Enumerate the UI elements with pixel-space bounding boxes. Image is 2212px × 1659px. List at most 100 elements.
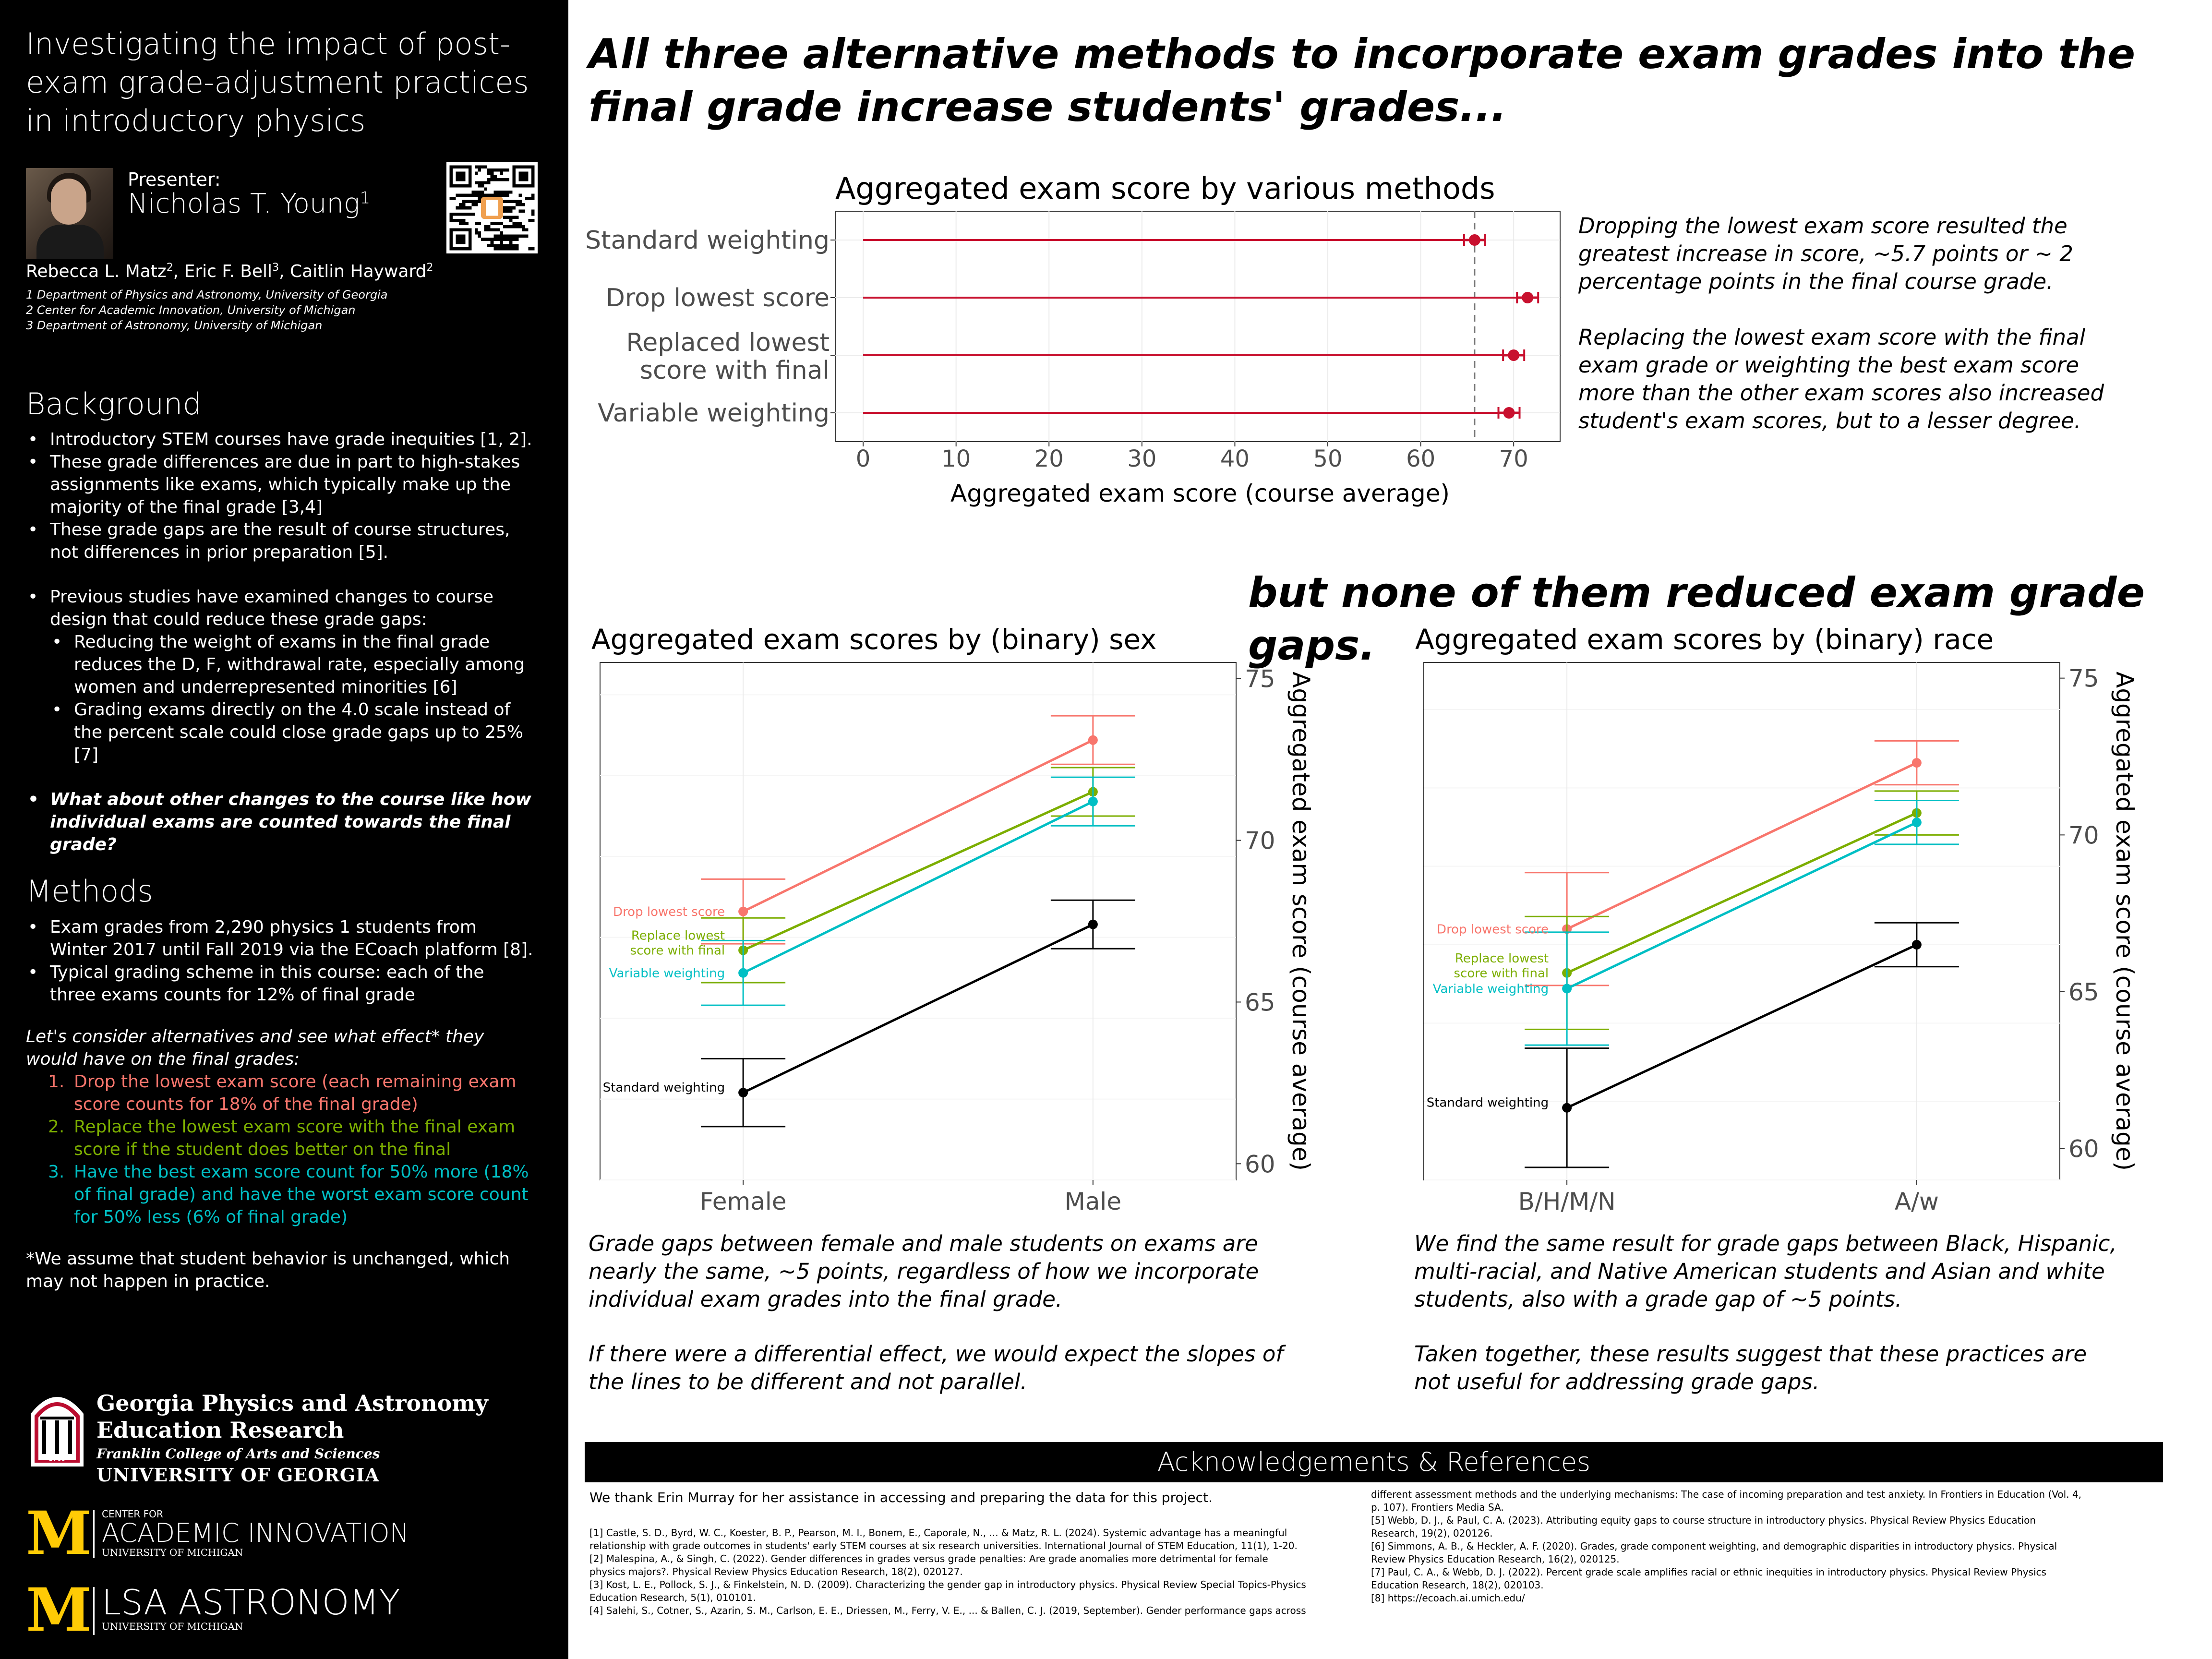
y-tick-label: Standard weighting (586, 226, 830, 255)
y-tick-label: Replaced lowest score with final (626, 328, 830, 385)
sex-line-chart: Aggregated exam scores by (binary) sex 6… (591, 623, 1315, 1215)
series-line (1566, 761, 1917, 930)
list-item: Introductory STEM courses have grade ine… (26, 428, 535, 451)
list-subitem: Reducing the weight of exams in the fina… (26, 631, 535, 698)
y-tick-label: 70 (1245, 827, 1275, 855)
y-tick-label: 65 (1245, 988, 1275, 1016)
series-line (743, 739, 1094, 913)
author-list: Rebecca L. Matz2, Eric F. Bell3, Caitlin… (26, 262, 433, 281)
alternative-2: 2. Replace the lowest exam score with the… (48, 1117, 516, 1159)
headline-mid: but none of them reduced exam grade gaps… (1248, 569, 2145, 670)
references-right: different assessment methods and the und… (1371, 1488, 2158, 1605)
series-label: Variable weighting (609, 966, 725, 981)
reference-line: [8] https://ecoach.ai.umich.edu/ (1371, 1592, 1525, 1604)
methods-list: Exam grades from 2,290 physics 1 student… (26, 916, 535, 1293)
thanks-text: We thank Erin Murray for her assistance … (589, 1490, 1213, 1505)
acknowledgements-heading: Acknowledgements & References (585, 1442, 2163, 1482)
data-point (738, 1088, 748, 1098)
reference-line: [2] Malespina, A., & Singh, C. (2022). G… (589, 1553, 1268, 1564)
presenter-name: Nicholas T. Young1 (128, 188, 371, 219)
x-tick-label: 40 (1220, 445, 1250, 472)
research-question: What about other changes to the course l… (26, 788, 535, 856)
list-item: These grade gaps are the result of cours… (26, 518, 535, 564)
series-line (743, 800, 1094, 974)
data-point (1911, 940, 1922, 950)
x-tick-label: A/w (1895, 1188, 1939, 1215)
methods-heading: Methods (26, 874, 153, 909)
poster-title: Investigating the impact of post-exam gr… (26, 26, 529, 138)
background-list: Introductory STEM courses have grade ine… (26, 428, 535, 856)
series-line (743, 923, 1094, 1094)
series-label: score with final (1454, 966, 1549, 981)
data-point (1088, 796, 1098, 806)
chart-title: Aggregated exam scores by (binary) race (1415, 623, 1994, 656)
race-caption-2: Taken together, these results suggest th… (1414, 1341, 2087, 1395)
uga-logo: 1785 Georgia Physics and Astronomy Educa… (26, 1385, 488, 1486)
y-axis-label: Aggregated exam score (course average) (2111, 672, 2139, 1171)
data-point (1468, 234, 1480, 246)
plot-panel (1423, 662, 2060, 1180)
plot-panel (600, 662, 1237, 1180)
data-point (1088, 735, 1098, 745)
top-caption-2: Replacing the lowest exam score with the… (1578, 325, 2104, 433)
reference-line: [1] Castle, S. D., Byrd, W. C., Koester,… (589, 1527, 1287, 1539)
x-tick-label: Female (700, 1188, 787, 1215)
series-line (743, 791, 1094, 951)
series-label: Standard weighting (1427, 1096, 1549, 1110)
data-point (1562, 984, 1572, 994)
series-line (1566, 943, 1917, 1109)
series-label: Standard weighting (603, 1081, 725, 1095)
series-line (1566, 812, 1917, 974)
alternative-3: 3. Have the best exam score count for 50%… (48, 1162, 529, 1227)
background-heading: Background (26, 386, 202, 421)
assumption-note: *We assume that student behavior is unch… (26, 1249, 510, 1291)
x-tick-label: 70 (1499, 445, 1528, 472)
data-point (1911, 758, 1922, 768)
reference-line: Research, 19(2), 020126. (1371, 1527, 1493, 1539)
reference-line: different assessment methods and the und… (1371, 1489, 2081, 1500)
data-point (738, 906, 748, 916)
reference-line: Education Research, 18(2), 020103. (1371, 1579, 1544, 1591)
chart-title: Aggregated exam score by various methods (835, 171, 1495, 206)
y-tick-label: 75 (2068, 665, 2099, 693)
data-point (1508, 349, 1520, 361)
reference-line: Education Research, 5(1), 010101. (589, 1592, 756, 1603)
x-axis-label: Aggregated exam score (course average) (950, 480, 1450, 507)
list-item: Exam grades from 2,290 physics 1 student… (26, 916, 535, 961)
sex-caption-2: If there were a differential effect, we … (589, 1341, 1284, 1395)
list-item: Previous studies have examined changes t… (26, 586, 535, 631)
data-point (1911, 817, 1922, 828)
headline-top: All three alternative methods to incorpo… (589, 30, 2136, 131)
affiliation-1: 1 Department of Physics and Astronomy, U… (26, 288, 388, 301)
data-point (1562, 1103, 1572, 1113)
list-subitem: Grading exams directly on the 4.0 scale … (26, 698, 535, 766)
x-tick-label: 10 (941, 445, 971, 472)
race-line-chart: Aggregated exam scores by (binary) race … (1415, 623, 2139, 1215)
data-point (1522, 292, 1534, 303)
x-tick-label: 50 (1313, 445, 1342, 472)
alternatives-intro: Let's consider alternatives and see what… (26, 1027, 484, 1069)
series-label: Replace lowest (631, 929, 725, 943)
methods-dot-chart: Aggregated exam score by various methods… (586, 171, 1561, 507)
reference-line: [7] Paul, C. A., & Webb, D. J. (2022). P… (1371, 1566, 2046, 1578)
y-tick-label: Variable weighting (598, 399, 830, 428)
reference-line: [3] Kost, L. E., Pollock, S. J., & Finke… (589, 1579, 1306, 1590)
reference-line: [6] Simmons, A. B., & Heckler, A. F. (20… (1371, 1540, 2057, 1552)
series-label: Drop lowest score (1437, 922, 1549, 937)
uga-arch-icon: 1785 (31, 1397, 84, 1467)
reference-line: relationship with grade outcomes in stud… (589, 1540, 1298, 1551)
x-tick-label: 0 (856, 445, 871, 472)
affiliation-3: 3 Department of Astronomy, University of… (26, 319, 323, 332)
reference-line: physics majors?. Physical Review Physics… (589, 1566, 963, 1577)
block-m-icon: M (26, 1499, 92, 1568)
sidebar: Investigating the impact of post-exam gr… (0, 0, 568, 1659)
x-tick-label: B/H/M/N (1518, 1188, 1616, 1215)
x-tick-label: 30 (1127, 445, 1156, 472)
qr-code-icon[interactable] (446, 162, 538, 253)
reference-line: [5] Webb, D. J., & Paul, C. A. (2023). A… (1371, 1515, 2036, 1526)
chart-title: Aggregated exam scores by (binary) sex (591, 623, 1156, 656)
x-tick-label: Male (1065, 1188, 1121, 1215)
references-left: [1] Castle, S. D., Byrd, W. C., Koester,… (589, 1527, 1362, 1617)
data-point (738, 968, 748, 978)
presenter-photo (26, 168, 113, 259)
